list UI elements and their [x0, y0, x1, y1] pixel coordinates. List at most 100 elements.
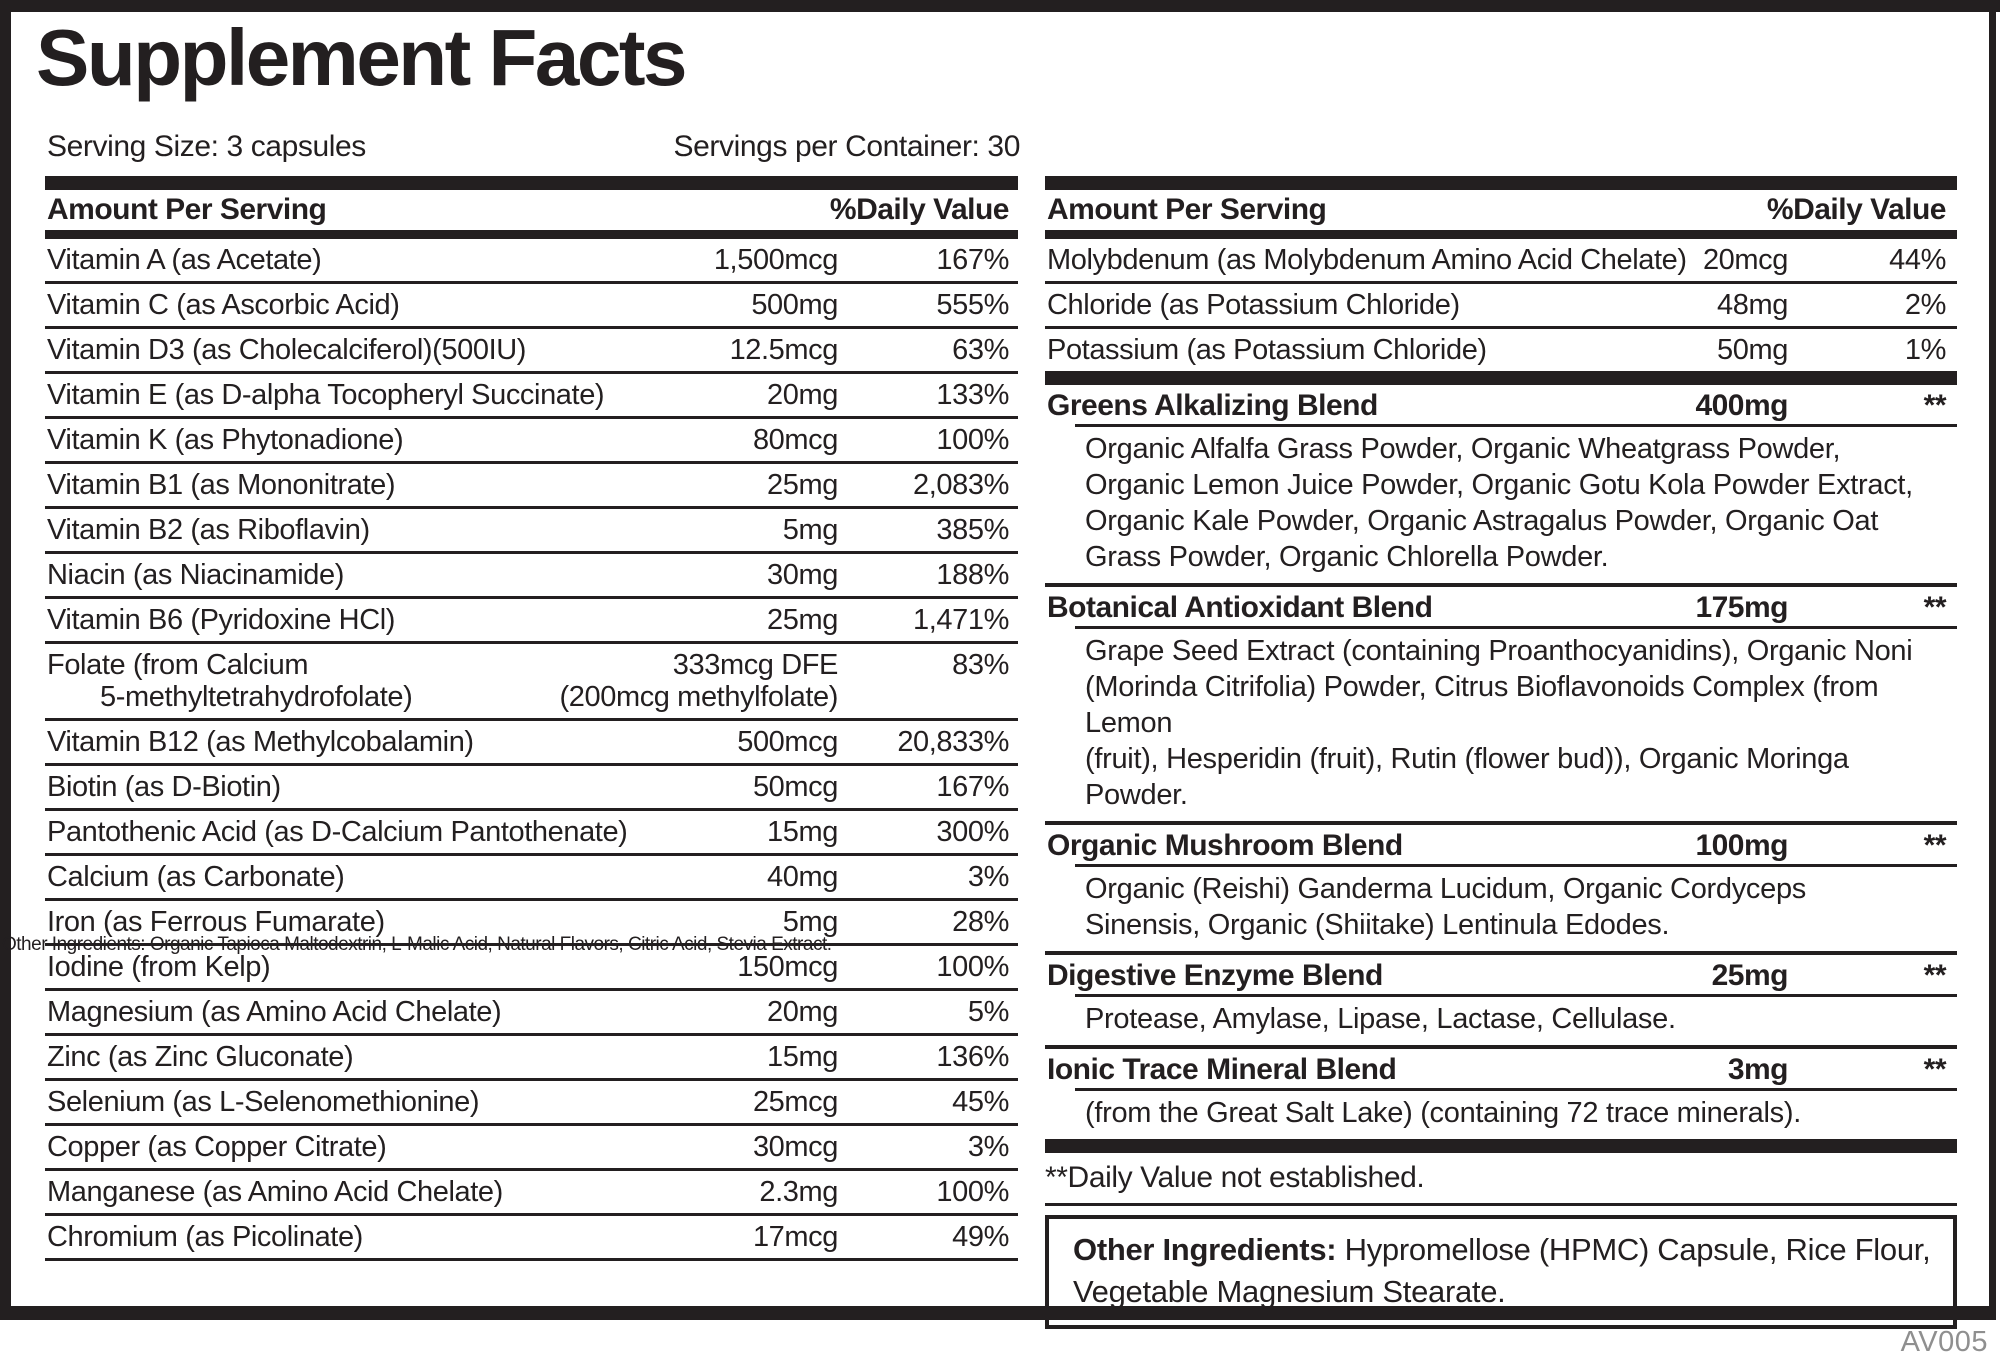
blend-section-top-bar — [1045, 371, 1957, 385]
other-ingredients-label: Other Ingredients: — [1073, 1232, 1337, 1267]
blend-daily-value: ** — [1923, 829, 1947, 862]
table-header-row: Amount Per Serving %Daily Value — [1045, 190, 1957, 230]
serving-info: Serving Size: 3 capsules Servings per Co… — [47, 130, 1020, 164]
nutrient-name: Chromium (as Picolinate) — [47, 1221, 363, 1253]
blend-description: Organic (Reishi) Ganderma Lucidum, Organ… — [1085, 873, 1806, 941]
nutrient-amount: 80mcg — [753, 424, 838, 456]
blend-name: Ionic Trace Mineral Blend — [1047, 1053, 1397, 1086]
nutrient-name: Vitamin B2 (as Riboflavin) — [47, 514, 370, 546]
nutrient-daily-value: 100% — [936, 951, 1009, 983]
footnote-divider — [1045, 1203, 1957, 1206]
nutrient-daily-value: 1,471% — [913, 604, 1009, 636]
nutrient-amount-line2: (200mcg methylfolate) — [559, 681, 839, 713]
nutrient-amount-line1: 12.5mcg — [729, 334, 839, 366]
nutrient-amount: 30mg — [767, 559, 838, 591]
nutrient-row: Vitamin E (as D-alpha Tocopheryl Succina… — [45, 374, 1018, 419]
nutrient-daily-value: 300% — [936, 816, 1009, 848]
nutrient-amount-line1: 500mcg — [737, 726, 838, 758]
nutrient-name: Iron (as Ferrous Fumarate) — [47, 906, 385, 938]
nutrient-row: Magnesium (as Amino Acid Chelate) 20mg 5… — [45, 991, 1018, 1036]
nutrient-row: Vitamin B1 (as Mononitrate) 25mg 2,083% — [45, 464, 1018, 509]
daily-value-footnote: **Daily Value not established. — [1045, 1161, 1425, 1194]
overlapping-other-ingredients-text: Other Ingredients: Organic Tapioca Malto… — [2, 934, 832, 955]
label-border-left — [0, 0, 11, 1320]
nutrient-row: Chromium (as Picolinate) 17mcg 49% — [45, 1216, 1018, 1261]
blend-amount: 175mg — [1695, 591, 1788, 624]
table-header-underline — [45, 230, 1018, 239]
nutrient-name: Vitamin A (as Acetate) — [47, 244, 322, 276]
nutrient-amount: 15mg — [767, 816, 838, 848]
nutrient-daily-value: 83% — [952, 649, 1009, 681]
nutrient-amount: 17mcg — [753, 1221, 838, 1253]
nutrient-daily-value: 2% — [1904, 289, 1947, 321]
nutrient-daily-value: 3% — [967, 1131, 1010, 1163]
amount-per-serving-header: Amount Per Serving — [47, 193, 327, 226]
nutrient-amount: 20mcg — [1702, 244, 1788, 276]
nutrient-table-right: Amount Per Serving %Daily Value Molybden… — [1045, 176, 1957, 1329]
table-header-row: Amount Per Serving %Daily Value — [45, 190, 1018, 230]
nutrient-name: Niacin (as Niacinamide) — [47, 559, 345, 591]
serving-size: Serving Size: 3 capsules — [47, 130, 366, 163]
nutrient-amount-line1: 25mg — [767, 469, 838, 501]
blend-header-row: Organic Mushroom Blend 100mg ** — [1045, 825, 1957, 864]
nutrient-amount: 20mg — [767, 379, 838, 411]
nutrient-name: Vitamin C (as Ascorbic Acid) — [47, 289, 400, 321]
nutrient-amount: 30mcg — [753, 1131, 838, 1163]
nutrient-amount: 5mg — [782, 906, 839, 938]
nutrient-amount: 150mcg — [737, 951, 838, 983]
nutrient-row: Vitamin B6 (Pyridoxine HCl) 25mg 1,471% — [45, 599, 1018, 644]
nutrient-rows-left: Vitamin A (as Acetate) 1,500mcg 167% Vit… — [45, 239, 1018, 1261]
nutrient-amount-line1: 1,500mcg — [713, 244, 839, 276]
nutrient-amount: 40mg — [767, 861, 838, 893]
nutrient-row: Vitamin B2 (as Riboflavin) 5mg 385% — [45, 509, 1018, 554]
nutrient-name: Manganese (as Amino Acid Chelate) — [47, 1176, 503, 1208]
nutrient-name: Vitamin B6 (Pyridoxine HCl) — [47, 604, 396, 636]
nutrient-amount-line1: 500mg — [751, 289, 838, 321]
nutrient-amount-line1: 25mg — [767, 604, 838, 636]
label-border-right — [1989, 0, 1996, 1320]
nutrient-amount-line1: 80mcg — [752, 424, 838, 456]
nutrient-daily-value: 63% — [952, 334, 1009, 366]
nutrient-amount-line1: 5mg — [782, 514, 839, 546]
nutrient-amount: 15mg — [767, 1041, 838, 1073]
blend-section: Ionic Trace Mineral Blend 3mg ** (from t… — [1045, 1045, 1957, 1139]
nutrient-amount: 500mg — [751, 289, 838, 321]
nutrient-row: Vitamin K (as Phytonadione) 80mcg 100% — [45, 419, 1018, 464]
nutrient-row: Chloride (as Potassium Chloride) 48mg 2% — [1045, 284, 1957, 329]
daily-value-header: %Daily Value — [829, 193, 1010, 226]
nutrient-name: Biotin (as D-Biotin) — [47, 771, 281, 803]
nutrient-amount: 5mg — [782, 514, 839, 546]
nutrient-amount: 12.5mcg — [729, 334, 839, 366]
nutrient-amount-line1: 15mg — [767, 1041, 838, 1073]
nutrient-name: Selenium (as L-Selenomethionine) — [47, 1086, 480, 1118]
blend-header-row: Ionic Trace Mineral Blend 3mg ** — [1045, 1049, 1957, 1088]
nutrient-amount: 25mcg — [753, 1086, 838, 1118]
nutrient-row: Pantothenic Acid (as D-Calcium Pantothen… — [45, 811, 1018, 856]
nutrient-daily-value: 3% — [967, 861, 1010, 893]
nutrient-daily-value: 44% — [1889, 244, 1946, 276]
blend-name: Greens Alkalizing Blend — [1047, 389, 1378, 422]
nutrient-name: Folate (from Calcium — [47, 649, 309, 681]
nutrient-amount: 25mg — [767, 604, 838, 636]
nutrient-rows-right: Molybdenum (as Molybdenum Amino Acid Che… — [1045, 239, 1957, 371]
nutrient-amount: 48mg — [1717, 289, 1788, 321]
blend-amount: 25mg — [1711, 959, 1789, 992]
nutrient-name: Vitamin B12 (as Methylcobalamin) — [47, 726, 474, 758]
nutrient-name: Iodine (from Kelp) — [47, 951, 271, 983]
nutrient-amount: 20mg — [767, 996, 838, 1028]
product-code: AV005 — [1900, 1326, 1988, 1358]
blend-section: Greens Alkalizing Blend 400mg ** Organic… — [1045, 385, 1957, 583]
blend-header-underline — [1075, 864, 1957, 867]
nutrient-name-line2: 5-methyltetrahydrofolate) — [100, 681, 413, 713]
nutrient-daily-value: 188% — [936, 559, 1009, 591]
nutrient-daily-value: 20,833% — [897, 726, 1009, 758]
blend-description: Protease, Amylase, Lipase, Lactase, Cell… — [1085, 1003, 1676, 1035]
nutrient-amount: 500mcg — [737, 726, 838, 758]
nutrient-daily-value: 100% — [936, 424, 1009, 456]
nutrient-amount-line1: 5mg — [782, 906, 839, 938]
nutrient-name: Calcium (as Carbonate) — [47, 861, 345, 893]
nutrient-amount-line1: 15mg — [767, 816, 838, 848]
page-title: Supplement Facts — [36, 13, 688, 102]
nutrient-amount-line1: 30mg — [767, 559, 838, 591]
nutrient-row: Molybdenum (as Molybdenum Amino Acid Che… — [1045, 239, 1957, 284]
